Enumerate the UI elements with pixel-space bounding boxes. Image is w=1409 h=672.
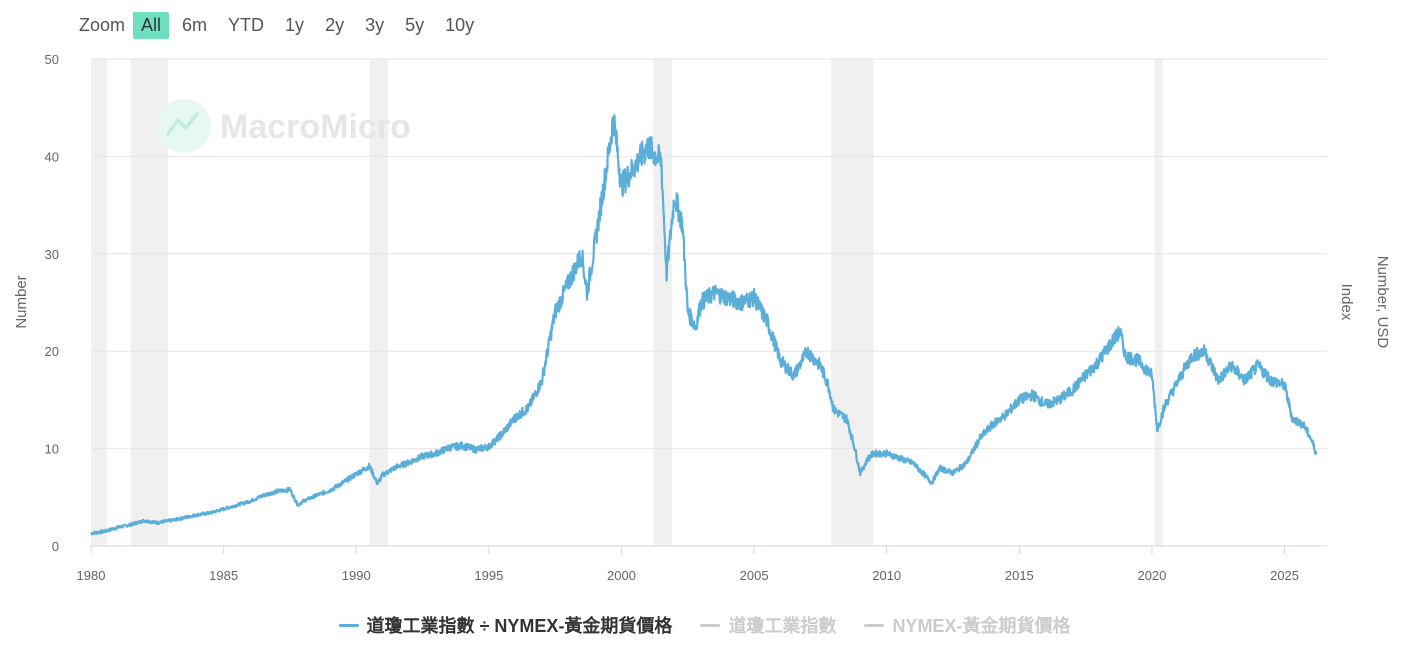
x-tick-label-1990: 1990 [342, 568, 371, 583]
recession-band-0 [91, 59, 107, 546]
y-axis-ticks: 0 10 20 30 40 50 [45, 52, 59, 554]
y-tick-label-10: 10 [45, 442, 59, 457]
legend-item-dow-gold-ratio[interactable]: 道瓊工業指數 ÷ NYMEX-黃金期貨價格 [338, 612, 673, 638]
watermark-text: MacroMicro [220, 108, 411, 146]
zoom-label: Zoom [79, 14, 126, 35]
zoom-3y-button[interactable]: 3y [365, 14, 385, 35]
zoom-ytd-button[interactable]: YTD [228, 14, 265, 35]
recession-band-2 [369, 59, 389, 546]
x-tick-label-2010: 2010 [872, 568, 901, 583]
legend-swatch-dow [700, 623, 721, 627]
gridlines [91, 58, 1327, 450]
legend-label-ratio: 道瓊工業指數 ÷ NYMEX-黃金期貨價格 [366, 616, 673, 636]
y-axis-title-left: Number [13, 275, 30, 328]
x-axis-ticks: 1980 1985 1990 1995 2000 2005 2010 2015 2020 2025 [77, 546, 1299, 583]
zoom-10y-button[interactable]: 10y [445, 14, 475, 35]
zoom-6m-button[interactable]: 6m [182, 14, 208, 35]
watermark: MacroMicro [157, 99, 411, 153]
legend-swatch-ratio [338, 623, 359, 627]
x-tick-label-2015: 2015 [1005, 568, 1034, 583]
y-tick-label-20: 20 [45, 344, 59, 359]
y-tick-label-40: 40 [45, 149, 59, 164]
recession-band-4 [831, 59, 874, 546]
y-tick-label-0: 0 [52, 539, 59, 554]
x-tick-label-1980: 1980 [77, 568, 106, 583]
zoom-all-button[interactable]: All [133, 11, 170, 39]
y-tick-label-50: 50 [45, 52, 59, 67]
legend: 道瓊工業指數 ÷ NYMEX-黃金期貨價格 道瓊工業指數 NYMEX-黃金期貨價… [0, 612, 1409, 638]
legend-label-dow: 道瓊工業指數 [728, 616, 837, 636]
watermark-chart-icon [166, 112, 199, 136]
zoom-2y-button[interactable]: 2y [325, 14, 345, 35]
zoom-1y-button[interactable]: 1y [285, 14, 305, 35]
x-tick-label-2025: 2025 [1270, 568, 1299, 583]
zoom-bar: Zoom All 6m YTD 1y 2y 3y 5y 10y [79, 10, 487, 40]
y-axis-title-right-2: Index [1338, 284, 1355, 321]
x-tick-label-2000: 2000 [607, 568, 636, 583]
legend-item-dow-jones[interactable]: 道瓊工業指數 [700, 612, 836, 638]
recession-band-5 [1154, 59, 1163, 546]
zoom-5y-button[interactable]: 5y [405, 14, 425, 35]
legend-item-gold-futures[interactable]: NYMEX-黃金期貨價格 [864, 612, 1070, 638]
y-tick-label-30: 30 [45, 247, 59, 262]
recession-band-3 [653, 59, 672, 546]
x-tick-label-1995: 1995 [474, 568, 503, 583]
series-line-dow-gold-ratio[interactable] [90, 114, 1318, 536]
y-axis-title-right-1: Number, USD [1374, 256, 1391, 349]
x-tick-label-2005: 2005 [740, 568, 769, 583]
x-tick-label-2020: 2020 [1137, 568, 1166, 583]
chart-area[interactable]: MacroMicro 0 10 20 30 40 50 1980 1985 1990 1995 2… [0, 0, 1409, 600]
legend-swatch-gold [864, 623, 885, 627]
legend-label-gold: NYMEX-黃金期貨價格 [892, 616, 1071, 636]
x-tick-label-1985: 1985 [209, 568, 238, 583]
